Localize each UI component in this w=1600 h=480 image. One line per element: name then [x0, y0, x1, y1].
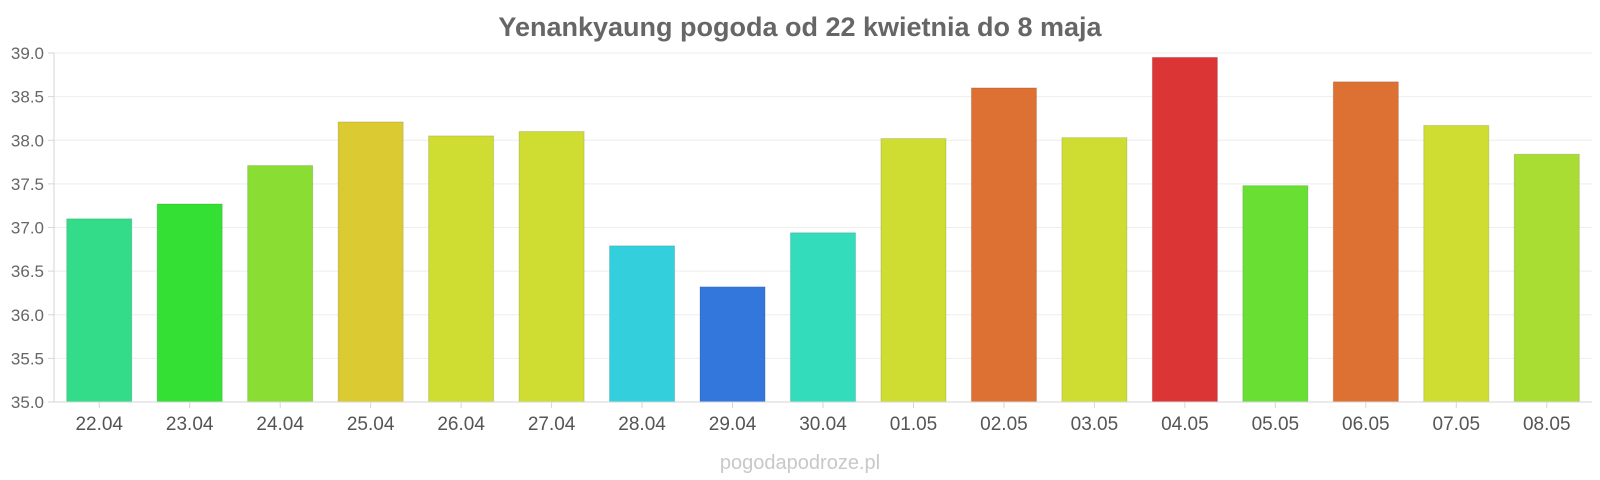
x-tick-label: 05.05	[1252, 414, 1300, 435]
y-tick-label: 39.0	[11, 44, 44, 63]
x-tick-label: 29.04	[709, 414, 757, 435]
y-tick-label: 37.5	[11, 175, 44, 194]
bar	[156, 203, 223, 403]
bar	[66, 218, 133, 403]
chart-title: Yenankyaung pogoda od 22 kwietnia do 8 m…	[498, 12, 1102, 42]
bar	[518, 131, 585, 403]
bar	[1423, 124, 1490, 403]
bar	[337, 121, 404, 403]
bar	[1151, 56, 1218, 403]
x-tick-label: 04.05	[1161, 414, 1209, 435]
x-tick-label: 25.04	[347, 414, 395, 435]
x-tick-label: 02.05	[980, 414, 1028, 435]
bar	[699, 286, 766, 403]
bar	[880, 138, 947, 403]
bar	[428, 135, 495, 403]
y-tick-label: 38.5	[11, 88, 44, 107]
x-tick-label: 27.04	[528, 414, 576, 435]
x-tick-label: 03.05	[1071, 414, 1119, 435]
x-tick-label: 01.05	[890, 414, 938, 435]
x-tick-label: 26.04	[437, 414, 485, 435]
x-tick-label: 07.05	[1433, 414, 1481, 435]
x-axis-ticks: 22.04 23.04 24.04 25.04 26.04 27.04 28.04 29.04…	[75, 402, 1571, 435]
y-tick-label: 38.0	[11, 131, 44, 150]
y-tick-label: 35.5	[11, 349, 44, 368]
bar	[608, 245, 676, 403]
y-tick-label: 35.0	[11, 393, 44, 412]
x-tick-label: 30.04	[799, 414, 847, 435]
x-tick-label: 06.05	[1342, 414, 1390, 435]
bar	[789, 232, 857, 403]
x-tick-label: 28.04	[618, 414, 666, 435]
x-tick-label: 24.04	[256, 414, 304, 435]
bar	[1061, 137, 1128, 403]
y-tick-label: 36.5	[11, 262, 44, 281]
x-tick-label: 23.04	[166, 414, 214, 435]
bar	[1332, 81, 1399, 403]
y-tick-label: 36.0	[11, 306, 44, 325]
watermark: pogodapodroze.pl	[720, 452, 880, 474]
y-tick-label: 37.0	[11, 219, 44, 238]
bars	[66, 56, 1580, 403]
x-tick-label: 08.05	[1523, 414, 1571, 435]
bar	[1513, 153, 1580, 403]
bar	[970, 87, 1038, 403]
x-tick-label: 22.04	[75, 414, 123, 435]
bar	[247, 165, 314, 403]
y-axis-ticks: 35.0 35.5 36.0 36.5 37.0 37.5 38.0 38.5 39.0	[11, 44, 54, 412]
bar	[1242, 185, 1309, 403]
